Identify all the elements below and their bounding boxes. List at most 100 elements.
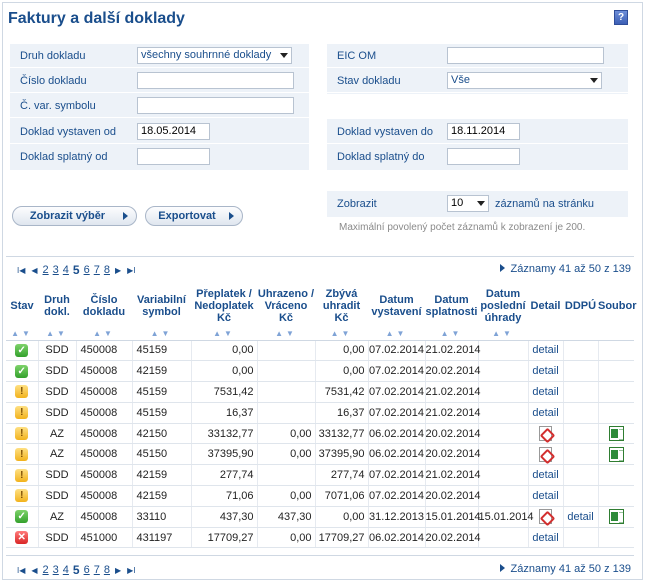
splatny-do-label: Doklad splatný do [337, 151, 425, 163]
page-link[interactable]: 4 [62, 564, 69, 576]
druh-select[interactable]: všechny souhrnné doklady [137, 47, 292, 64]
vs-cell: 33110 [131, 506, 191, 528]
prev-page-icon[interactable]: ◀ [31, 565, 38, 575]
pager-top: I◀ ◀ 2 3 4 5 6 7 8 ▶ ▶I [14, 263, 139, 277]
row-var: Č. var. symbolu [10, 94, 309, 118]
preplatek-cell: 17709,27 [190, 527, 257, 549]
soubor-cell [597, 340, 634, 362]
sort-icon[interactable]: ▲▼ [11, 328, 33, 338]
records-text: Záznamy 41 až 50 z 139 [510, 563, 631, 575]
show-selection-button[interactable]: Zobrazit výběr [12, 206, 137, 226]
pdf-icon[interactable] [539, 446, 552, 462]
cislo-input[interactable] [137, 72, 294, 89]
posledni-cell [477, 443, 528, 466]
excel-file-icon[interactable] [608, 509, 624, 525]
detail-link[interactable]: detail [532, 406, 559, 419]
sort-icon[interactable]: ▲▼ [93, 328, 115, 338]
next-page-icon[interactable]: ▶ [114, 565, 122, 575]
table-row: ✓ SDD 450008 45159 0,00 0,00 07.02.2014 21.02.2… [6, 340, 634, 362]
sort-icon[interactable]: ▲▼ [492, 328, 514, 338]
sort-icon[interactable]: ▲▼ [385, 328, 408, 338]
last-page-icon[interactable]: ▶I [127, 565, 136, 575]
detail-cell: detail [527, 381, 563, 403]
excel-file-icon[interactable] [608, 426, 624, 442]
export-button[interactable]: Exportovat [145, 206, 243, 226]
vs-cell: 431197 [131, 527, 191, 549]
cislo-cell: 450008 [75, 485, 132, 507]
page-link[interactable]: 8 [103, 564, 110, 576]
posledni-cell [477, 527, 528, 549]
page-link[interactable]: 3 [52, 264, 59, 276]
splatny-od-label: Doklad splatný od [20, 151, 108, 163]
col-soubor: Soubor [598, 300, 637, 312]
ddpu-link[interactable]: detail [567, 510, 594, 523]
status-ok-icon: ✓ [15, 364, 29, 378]
vystaven-do-input[interactable]: 18.11.2014 [447, 123, 520, 140]
vystaven-od-label: Doklad vystaven od [20, 126, 116, 138]
records-text: Záznamy 41 až 50 z 139 [510, 263, 631, 275]
next-page-icon[interactable]: ▶ [114, 265, 122, 275]
ddpu-cell: detail [562, 506, 598, 528]
preplatek-cell: 71,06 [190, 485, 257, 507]
first-page-icon[interactable]: I◀ [17, 265, 26, 275]
page-link[interactable]: 2 [42, 264, 49, 276]
vystaveni-cell: 07.02.2014 [367, 381, 425, 403]
page-link[interactable]: 3 [52, 564, 59, 576]
status-error-icon: ✕ [15, 531, 29, 545]
prev-page-icon[interactable]: ◀ [31, 265, 38, 275]
vystaveni-cell: 07.02.2014 [367, 360, 425, 383]
splatnost-cell: 20.02.2014 [424, 443, 481, 466]
sort-icon[interactable]: ▲▼ [330, 328, 353, 338]
table-row: ! AZ 450008 45150 37395,90 0,00 37395,90 06.02.… [6, 443, 634, 466]
vs-cell: 45159 [131, 340, 191, 362]
vystaveni-cell: 06.02.2014 [367, 527, 425, 549]
detail-link[interactable]: detail [532, 365, 559, 378]
excel-file-icon[interactable] [608, 446, 624, 462]
detail-cell: detail [527, 360, 563, 383]
detail-link[interactable]: detail [532, 385, 559, 398]
status-cell: ! [6, 381, 38, 403]
druh-cell: AZ [37, 443, 76, 466]
var-input[interactable] [137, 97, 294, 114]
detail-link[interactable]: detail [532, 531, 559, 544]
vystaveni-cell: 06.02.2014 [367, 443, 425, 466]
stav-select[interactable]: Vše [447, 72, 602, 89]
page-link[interactable]: 8 [103, 264, 110, 276]
last-page-icon[interactable]: ▶I [127, 265, 136, 275]
sort-icon[interactable]: ▲▼ [150, 328, 173, 338]
soubor-cell [597, 506, 634, 528]
splatny-od-input[interactable] [137, 148, 210, 165]
page-size-select[interactable]: 10 [447, 195, 489, 212]
preplatek-cell: 16,37 [190, 402, 257, 424]
detail-cell [527, 506, 563, 528]
sort-icon[interactable]: ▲▼ [275, 328, 297, 338]
pdf-icon[interactable] [539, 509, 552, 525]
vs-cell: 45159 [131, 381, 191, 403]
page-link[interactable]: 4 [62, 264, 69, 276]
page-link[interactable]: 7 [93, 264, 100, 276]
splatny-do-input[interactable] [447, 148, 520, 165]
max-records-note: Maximální povolený počet záznamů k zobra… [339, 222, 586, 233]
detail-link[interactable]: detail [532, 469, 559, 482]
page-link[interactable]: 6 [83, 264, 90, 276]
druh-cell: SDD [37, 527, 76, 549]
posledni-cell [477, 423, 528, 445]
vs-cell: 42159 [131, 485, 191, 507]
sort-icon[interactable]: ▲▼ [46, 328, 68, 338]
cislo-cell: 451000 [75, 527, 132, 549]
page-link[interactable]: 7 [93, 564, 100, 576]
detail-link[interactable]: detail [532, 489, 559, 502]
table-row: ✓ AZ 450008 33110 437,30 437,30 0,00 31.12.2013… [6, 506, 634, 528]
first-page-icon[interactable]: I◀ [17, 565, 26, 575]
pdf-icon[interactable] [539, 426, 552, 442]
preplatek-cell: 0,00 [190, 360, 257, 383]
sort-icon[interactable]: ▲▼ [213, 328, 235, 338]
help-icon[interactable]: ? [614, 10, 628, 25]
vystaven-od-input[interactable]: 18.05.2014 [137, 123, 210, 140]
eic-input[interactable] [447, 47, 604, 64]
page-link[interactable]: 2 [42, 564, 49, 576]
page-link[interactable]: 6 [83, 564, 90, 576]
sort-icon[interactable]: ▲▼ [440, 328, 463, 338]
vs-cell: 45150 [131, 443, 191, 466]
detail-link[interactable]: detail [532, 344, 559, 357]
